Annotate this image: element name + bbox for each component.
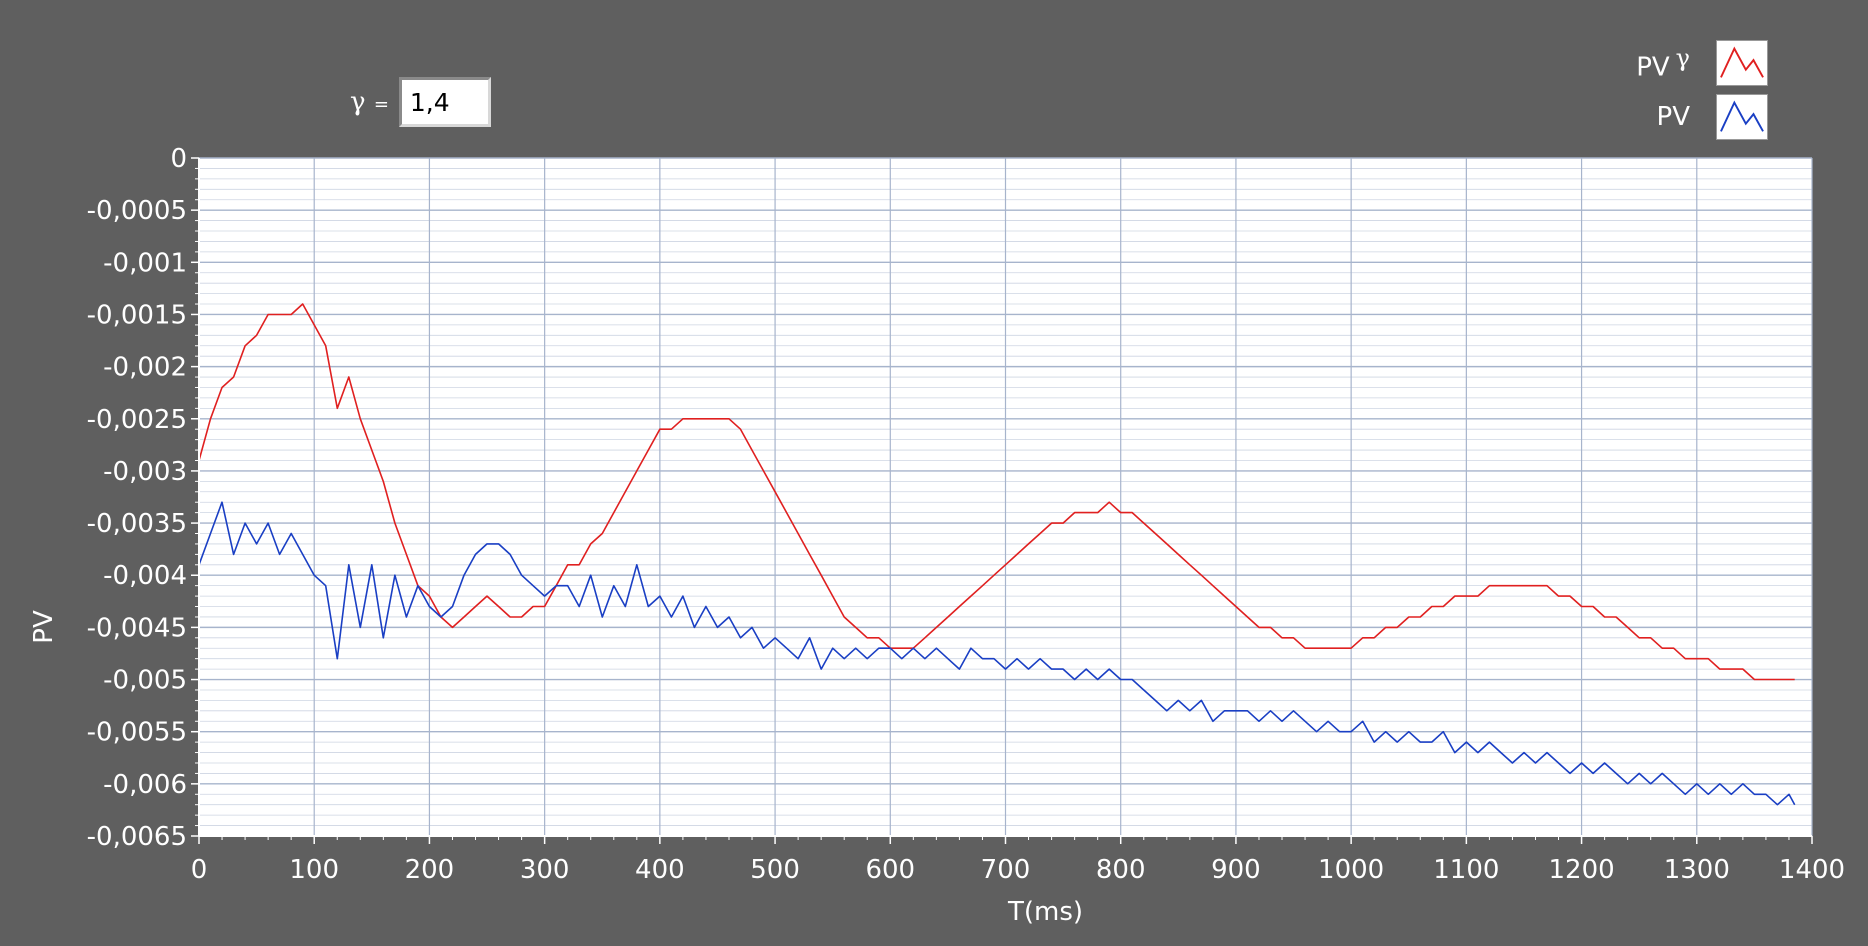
y-tick-label: -0,0065 bbox=[87, 822, 187, 852]
y-tick-label: -0,006 bbox=[103, 770, 187, 800]
legend-sup-gamma: γ bbox=[1675, 43, 1690, 72]
legend-item-pv-gamma[interactable]: PV γ bbox=[1636, 38, 1768, 88]
legend-label: PV bbox=[1656, 102, 1690, 132]
y-axis-label: PV bbox=[29, 610, 59, 644]
legend-item-pv[interactable]: PV bbox=[1636, 92, 1768, 142]
x-tick-label: 1300 bbox=[1664, 855, 1730, 885]
legend-swatch-red-line-icon bbox=[1716, 40, 1768, 86]
gamma-control: γ = bbox=[350, 74, 491, 130]
gamma-label: γ = bbox=[350, 87, 389, 117]
x-tick-label: 0 bbox=[191, 855, 208, 885]
series-pv-line bbox=[198, 501, 1796, 806]
x-tick-label: 900 bbox=[1211, 855, 1261, 885]
y-tick-label: 0 bbox=[170, 144, 187, 174]
x-axis-label: T(ms) bbox=[1007, 897, 1083, 927]
y-tick-label: -0,0015 bbox=[87, 300, 187, 330]
y-tick-label: -0,0045 bbox=[87, 613, 187, 643]
y-tick-label: -0,001 bbox=[103, 248, 187, 278]
y-tick-label: -0,0005 bbox=[87, 196, 187, 226]
y-tick-label: -0,0025 bbox=[87, 405, 187, 435]
y-tick-label: -0,0055 bbox=[87, 718, 187, 748]
x-tick-label: 400 bbox=[635, 855, 685, 885]
x-tick-label: 200 bbox=[405, 855, 455, 885]
y-axis-ticks: 0 -0,0005 -0,001 -0,0015 -0,002 -0,0025 -0,003… bbox=[87, 144, 199, 852]
legend: PV γ PV bbox=[1636, 38, 1768, 146]
x-tick-label: 700 bbox=[981, 855, 1031, 885]
y-tick-label: -0,002 bbox=[103, 353, 187, 383]
x-tick-label: 500 bbox=[750, 855, 800, 885]
x-tick-label: 100 bbox=[289, 855, 339, 885]
gamma-equals: = bbox=[373, 94, 389, 115]
axis-lines bbox=[198, 158, 1812, 837]
x-tick-label: 800 bbox=[1096, 855, 1146, 885]
y-tick-label: -0,005 bbox=[103, 666, 187, 696]
legend-swatch-blue-line-icon bbox=[1716, 94, 1768, 140]
gamma-input[interactable] bbox=[398, 77, 491, 127]
x-tick-label: 1200 bbox=[1548, 855, 1614, 885]
y-tick-label: -0,004 bbox=[103, 561, 187, 591]
x-tick-label: 1000 bbox=[1318, 855, 1384, 885]
x-tick-label: 1100 bbox=[1433, 855, 1499, 885]
gamma-symbol: γ bbox=[350, 87, 366, 117]
x-tick-label: 1400 bbox=[1779, 855, 1845, 885]
x-tick-label: 300 bbox=[520, 855, 570, 885]
legend-text-pv-gamma: PV bbox=[1636, 52, 1670, 83]
x-axis-ticks: 0 100 200 300 400 500 600 700 800 900 1000 1100 1200… bbox=[191, 836, 1845, 885]
grid-lines bbox=[198, 157, 1813, 837]
legend-label: PV γ bbox=[1636, 44, 1690, 83]
y-tick-label: -0,003 bbox=[103, 457, 187, 487]
y-tick-label: -0,0035 bbox=[87, 509, 187, 539]
x-tick-label: 600 bbox=[865, 855, 915, 885]
series-pv-gamma-line bbox=[198, 303, 1795, 681]
